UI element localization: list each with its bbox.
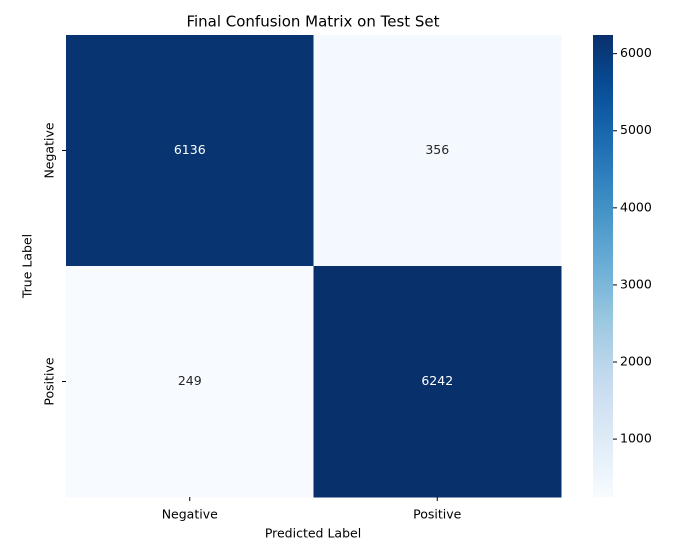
y-tick-label: Negative [42,122,57,178]
colorbar-tick-label: 2000 [620,354,652,369]
heatmap-cell [66,266,314,498]
colorbar-tick-label: 5000 [620,122,652,137]
cell-label: 6136 [174,142,206,157]
heatmap-cell [313,266,562,498]
colorbar-tick-label: 3000 [620,276,652,291]
x-tick-label: Negative [162,507,218,522]
colorbar-tick-label: 6000 [620,45,652,60]
colorbar-tick-label: 1000 [620,431,652,446]
heatmap-cell [66,35,314,267]
heatmap-cell [313,35,562,267]
cell-label: 6242 [421,373,453,388]
colorbar-tick-label: 4000 [620,199,652,214]
colorbar [593,35,613,497]
chart-title: Final Confusion Matrix on Test Set [186,13,439,31]
x-tick-label: Positive [413,507,461,522]
x-axis-label: Predicted Label [265,526,361,541]
y-axis-label: True Label [20,234,35,299]
cell-label: 249 [178,373,202,388]
y-tick-label: Positive [42,357,57,405]
cell-label: 356 [425,142,449,157]
